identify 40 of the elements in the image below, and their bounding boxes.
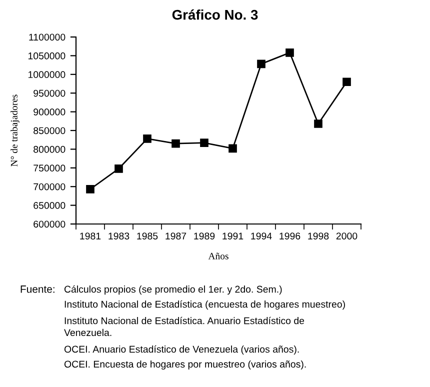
- x-tick-label: 1994: [251, 232, 272, 240]
- x-tick-label: 2000: [336, 232, 358, 240]
- x-axis-title: Años: [208, 252, 228, 260]
- y-tick-label: 650000: [34, 202, 66, 209]
- y-tick-label: 1050000: [28, 52, 66, 60]
- y-tick-label: 700000: [34, 183, 66, 190]
- source-note: Fuente:: [20, 286, 54, 293]
- text: Instituto Nacional de Estadística. Anuario Estadístico de Venezuela.: [64, 316, 304, 336]
- point: [342, 78, 351, 86]
- point: [257, 60, 266, 68]
- text: OCEI. Encuesta de hogares por muestreo (varios años).: [64, 360, 306, 370]
- x-tick-label: 1983: [108, 232, 130, 240]
- point: [314, 120, 322, 128]
- x-tick-label: 1987: [166, 232, 186, 240]
- point: [286, 48, 294, 57]
- point: [114, 164, 123, 173]
- x-tick-label: 1985: [137, 232, 158, 240]
- y-tick-label: 850000: [34, 127, 66, 134]
- y-tick-label: 900000: [34, 108, 66, 116]
- text: Instituto Nacional de Estadística (encuesta de hogares muestreo): [64, 300, 345, 310]
- y-tick-label: 800000: [34, 146, 66, 153]
- y-axis-title: N° de trabajadores: [10, 94, 20, 166]
- x-tick-label: 1981: [80, 232, 101, 240]
- y-tick-label: 750000: [34, 164, 66, 172]
- point: [86, 185, 94, 194]
- text: Cálculos propios (se promedio el 1er. y 2do. Sem.): [64, 285, 282, 295]
- point: [228, 144, 237, 153]
- y-tick-label: 1100000: [29, 34, 66, 41]
- y-tick-label: 600000: [34, 220, 66, 228]
- chart-title: Gráfico No. 3: [172, 9, 258, 20]
- x-tick-label: 1989: [194, 232, 215, 240]
- point: [172, 139, 180, 148]
- x-tick-label: 1996: [280, 232, 300, 240]
- point: [200, 138, 208, 148]
- text: OCEI. Anuario Estadístico de Venezuela (varios años).: [64, 345, 299, 355]
- y-tick-label: 950000: [34, 90, 66, 97]
- y-tick-label: 1000000: [28, 71, 66, 78]
- x-tick-label: 1998: [308, 232, 329, 240]
- x-tick-label: 1991: [222, 232, 244, 240]
- point: [143, 134, 152, 143]
